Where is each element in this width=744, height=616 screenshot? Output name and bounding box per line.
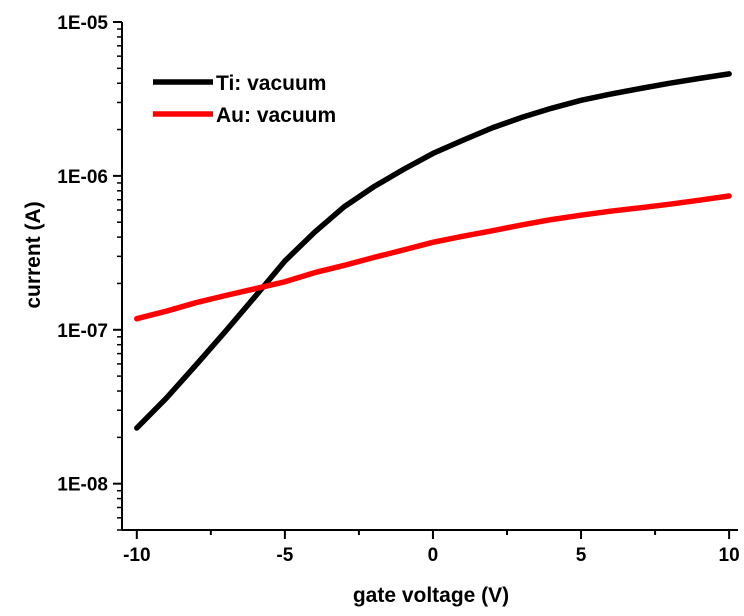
legend-label-0: Ti: vacuum [216,72,326,95]
axes: -10 -5 0 5 10 1E-08 1E-07 1E-06 1E-05 [57,13,739,566]
legend-label-1: Au: vacuum [216,104,336,127]
x-tick-label: 0 [428,545,439,566]
y-tick-label: 1E-06 [57,167,108,188]
x-axis-label: gate voltage (V) [353,584,509,607]
series-line-1 [134,193,732,322]
x-tick-label: -5 [276,545,293,566]
x-tick-label: -10 [123,545,150,566]
y-tick-label: 1E-05 [57,13,108,34]
x-tick-label: 10 [719,545,740,566]
x-tick-label: 5 [576,545,587,566]
y-tick-label: 1E-08 [57,475,108,496]
legend: Ti: vacuum Au: vacuum [153,72,336,127]
y-axis-label: current (A) [22,201,45,308]
series-line-0 [134,71,732,431]
series-layer [134,71,732,431]
y-tick-label: 1E-07 [57,321,108,342]
